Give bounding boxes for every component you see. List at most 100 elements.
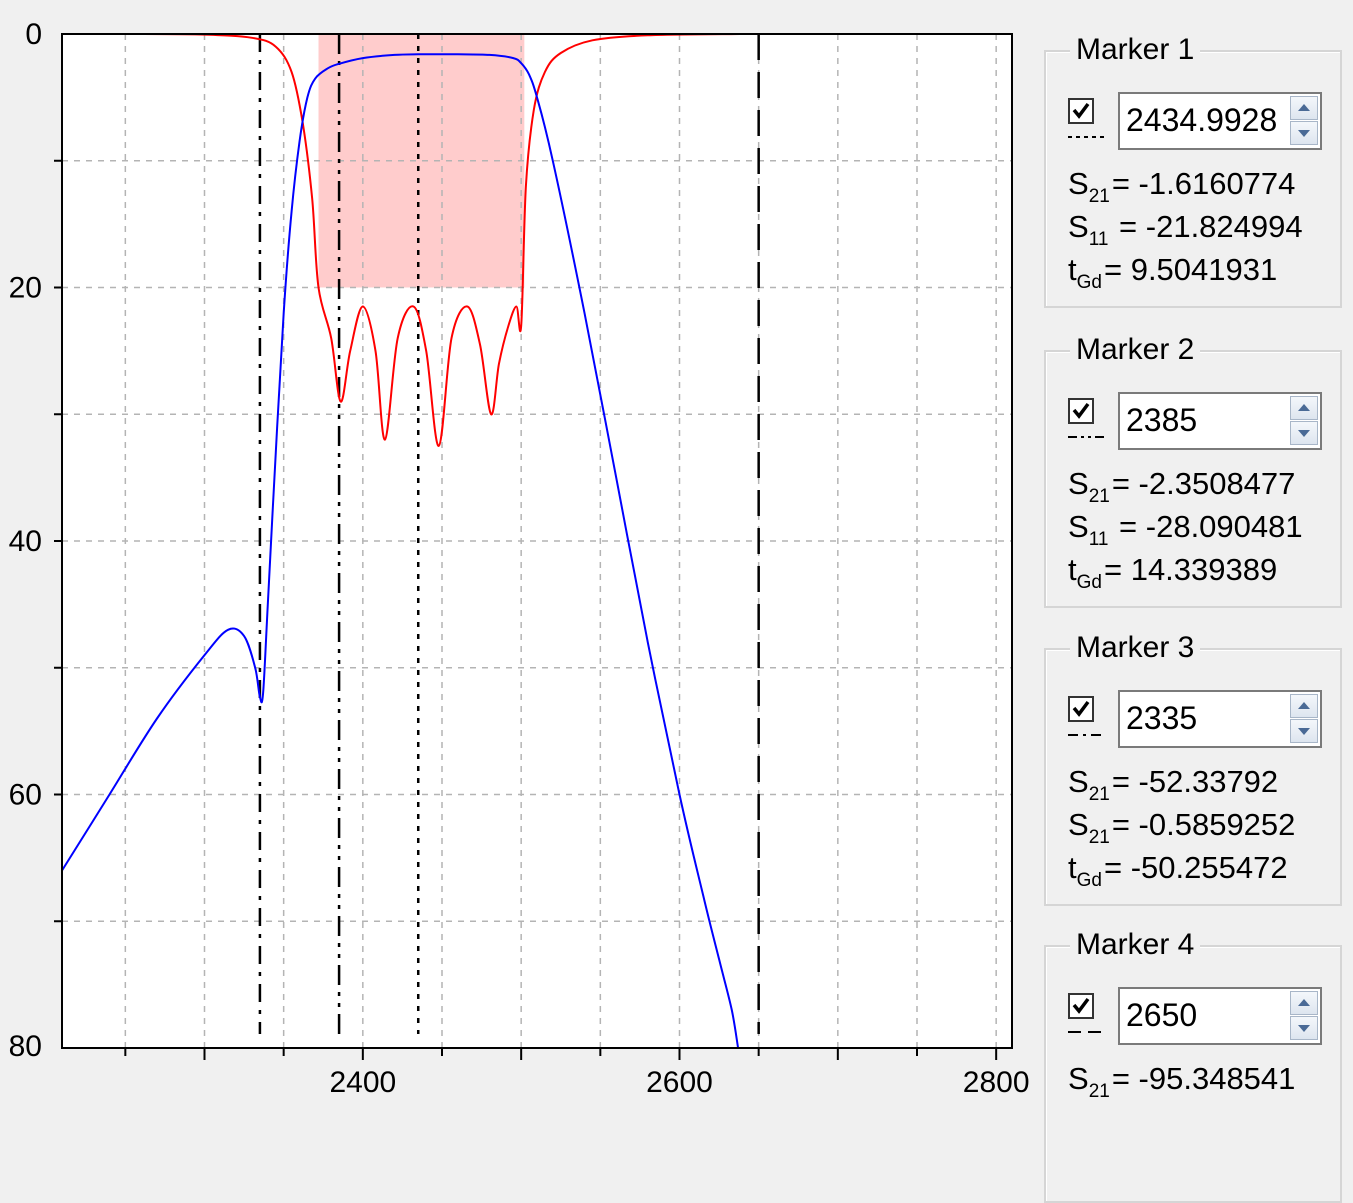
readout-symbol: t [1068, 552, 1077, 587]
readout-equals: = [1111, 1061, 1139, 1096]
readout-subscript: 21 [1088, 827, 1110, 848]
readout-symbol: S [1068, 807, 1089, 842]
y-tick-label: 60 [9, 779, 42, 812]
spin-down-arrow-icon [1298, 1025, 1310, 1032]
spin-down-arrow-icon [1298, 430, 1310, 437]
marker-frequency-spinner[interactable]: 2650 [1118, 987, 1322, 1045]
readout-symbol: t [1068, 850, 1077, 885]
spin-down-button[interactable] [1290, 1016, 1318, 1040]
spin-up-button[interactable] [1290, 396, 1318, 420]
spin-up-arrow-icon [1298, 702, 1310, 709]
readout-subscript: 21 [1088, 1081, 1110, 1102]
readout-value: 14.339389 [1130, 552, 1278, 587]
readout-symbol: S [1068, 764, 1089, 799]
readout-symbol: S [1068, 166, 1089, 201]
y-tick-label: 20 [9, 272, 42, 305]
check-mark-icon [1072, 700, 1090, 717]
spin-up-button[interactable] [1290, 694, 1318, 718]
spin-down-arrow-icon [1298, 130, 1310, 137]
readout-subscript: 11 [1088, 529, 1109, 550]
readout-symbol: S [1068, 466, 1089, 501]
marker-frequency-value[interactable]: 2650 [1126, 997, 1198, 1033]
marker-group-4: Marker 4 2650 S21= -95.348541 [1044, 923, 1342, 1203]
marker-group-3: Marker 3 2335 S21= -52.33792 S21= -0.585925… [1044, 626, 1342, 906]
marker-enable-checkbox[interactable] [1068, 398, 1094, 424]
marker-readout-row: S11 = -28.090481 [1068, 507, 1303, 560]
y-tick-label: 0 [25, 18, 42, 51]
marker-readout-row: tGd= -50.255472 [1068, 848, 1288, 901]
readout-value: -50.255472 [1130, 850, 1288, 885]
s21-curve [61, 53, 740, 1049]
check-mark-icon [1072, 402, 1090, 419]
y-tick-label: 80 [9, 1030, 42, 1063]
readout-equals: = [1103, 252, 1131, 287]
marker-readout-row: S21= -52.33792 [1068, 762, 1278, 815]
readout-value: -2.3508477 [1138, 466, 1296, 501]
readout-value: -1.6160774 [1138, 166, 1296, 201]
readout-equals: = [1111, 166, 1139, 201]
readout-symbol: t [1068, 252, 1077, 287]
spin-up-arrow-icon [1298, 404, 1310, 411]
line-style-icon [1068, 436, 1104, 438]
spin-down-arrow-icon [1298, 728, 1310, 735]
response-plot: 2400 2600 2800 0 20 40 60 80 [9, 18, 1030, 1095]
readout-symbol: S [1068, 509, 1089, 544]
readout-equals: = [1110, 509, 1146, 544]
readout-subscript: 21 [1088, 486, 1110, 507]
readout-value: -21.824994 [1145, 209, 1303, 244]
readout-equals: = [1111, 466, 1139, 501]
readout-subscript: 11 [1088, 229, 1109, 250]
readout-subscript: Gd [1076, 572, 1102, 593]
spin-up-arrow-icon [1298, 999, 1310, 1006]
marker-enable-checkbox[interactable] [1068, 993, 1094, 1019]
s11-curve [128, 33, 740, 447]
readout-value: -28.090481 [1145, 509, 1303, 544]
marker-frequency-spinner[interactable]: 2434.9928 [1118, 92, 1322, 150]
readout-subscript: 21 [1088, 186, 1110, 207]
readout-value: -95.348541 [1138, 1061, 1296, 1096]
marker-title: Marker 1 [1070, 28, 1201, 72]
marker-panel: Marker 1 2434.9928 S21= -1.6160774 S11 = -2… [1044, 28, 1342, 1203]
marker-title: Marker 2 [1070, 328, 1201, 372]
line-style-icon [1068, 136, 1104, 138]
marker-group-2: Marker 2 2385 S21= -2.3508477 S11 = -28.090… [1044, 328, 1342, 608]
spin-up-button[interactable] [1290, 991, 1318, 1015]
readout-symbol: S [1068, 209, 1089, 244]
spin-down-button[interactable] [1290, 719, 1318, 743]
readout-subscript: Gd [1076, 870, 1102, 891]
check-mark-icon [1072, 102, 1090, 119]
spin-down-button[interactable] [1290, 421, 1318, 445]
spec-region [318, 34, 525, 288]
marker-title: Marker 3 [1070, 626, 1201, 670]
readout-equals: = [1111, 764, 1139, 799]
x-tick-label: 2400 [329, 1066, 396, 1095]
marker-readout-row: S21= -2.3508477 [1068, 464, 1295, 517]
marker-readout-row: S21= -1.6160774 [1068, 164, 1295, 217]
marker-title: Marker 4 [1070, 923, 1201, 967]
marker-enable-checkbox[interactable] [1068, 98, 1094, 124]
readout-equals: = [1103, 850, 1131, 885]
marker-enable-checkbox[interactable] [1068, 696, 1094, 722]
marker-frequency-value[interactable]: 2385 [1126, 402, 1198, 438]
readout-subscript: 21 [1088, 784, 1110, 805]
readout-subscript: Gd [1076, 272, 1102, 293]
spin-up-button[interactable] [1290, 96, 1318, 120]
marker-readout-row: tGd= 9.5041931 [1068, 250, 1277, 303]
marker-frequency-value[interactable]: 2434.9928 [1126, 102, 1278, 138]
readout-equals: = [1111, 807, 1139, 842]
marker-frequency-spinner[interactable]: 2385 [1118, 392, 1322, 450]
line-style-icon [1068, 734, 1104, 736]
readout-equals: = [1110, 209, 1146, 244]
marker-frequency-value[interactable]: 2335 [1126, 700, 1198, 736]
readout-value: -0.5859252 [1138, 807, 1296, 842]
marker-frequency-spinner[interactable]: 2335 [1118, 690, 1322, 748]
readout-equals: = [1103, 552, 1131, 587]
y-tick-label: 40 [9, 525, 42, 558]
check-mark-icon [1072, 997, 1090, 1014]
marker-group-1: Marker 1 2434.9928 S21= -1.6160774 S11 = -2… [1044, 28, 1342, 308]
readout-value: 9.5041931 [1130, 252, 1278, 287]
marker-readout-row: S21= -0.5859252 [1068, 805, 1295, 858]
line-style-icon [1068, 1031, 1104, 1033]
spin-down-button[interactable] [1290, 121, 1318, 145]
marker-readout-row: S21= -95.348541 [1068, 1059, 1295, 1112]
